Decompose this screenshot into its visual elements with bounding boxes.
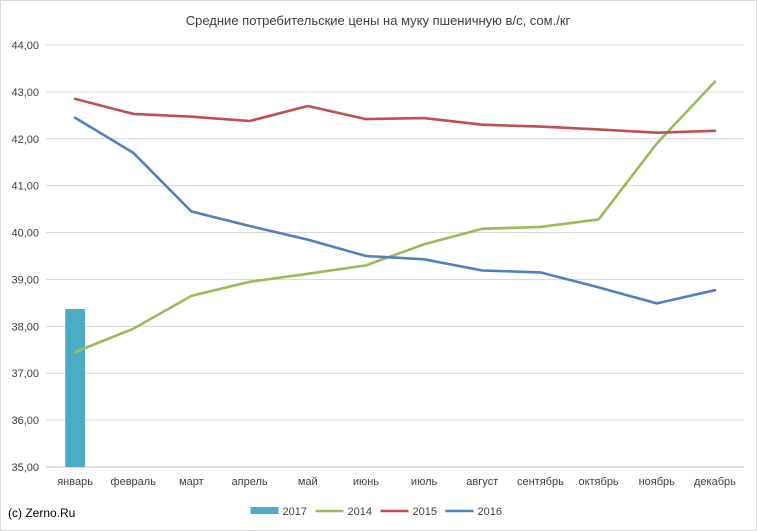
x-tick-label: декабрь	[694, 476, 736, 488]
y-tick-label: 35,00	[11, 462, 39, 474]
x-tick-label: март	[179, 476, 204, 488]
series-line-2014	[73, 80, 717, 354]
y-tick-label: 38,00	[11, 321, 39, 333]
x-tick-label: октябрь	[578, 476, 618, 488]
credit-label: (c) Zerno.Ru	[8, 506, 75, 520]
y-tick-label: 41,00	[11, 181, 39, 193]
line-series-layer	[73, 80, 717, 354]
x-tick-label: ноябрь	[639, 476, 676, 488]
y-tick-label: 39,00	[11, 274, 39, 286]
x-tick-label: апрель	[232, 476, 268, 488]
x-tick-label: август	[466, 476, 498, 488]
x-tick-label: январь	[57, 476, 93, 488]
gridlines	[46, 44, 744, 468]
series-line-2015	[73, 97, 717, 134]
legend-label-2014: 2014	[348, 506, 372, 518]
x-tick-label: июнь	[353, 476, 379, 488]
y-tick-label: 43,00	[11, 87, 39, 99]
x-tick-label: июль	[411, 476, 438, 488]
y-tick-label: 37,00	[11, 368, 39, 380]
y-tick-label: 42,00	[11, 134, 39, 146]
x-axis-ticks: январь февраль март апрель май июнь июль август…	[57, 476, 736, 488]
x-tick-label: февраль	[111, 476, 157, 488]
legend-label-2017: 2017	[283, 506, 307, 518]
legend-label-2016: 2016	[478, 506, 502, 518]
legend-label-2015: 2015	[413, 506, 437, 518]
legend: 2017 2014 2015 2016	[250, 506, 502, 518]
series-line-2016	[73, 116, 717, 305]
x-tick-label: сентябрь	[517, 476, 564, 488]
y-axis-ticks: 35,00 36,00 37,00 38,00 39,00 40,00 41,00 42,00…	[11, 40, 39, 474]
legend-key-2017	[250, 507, 279, 514]
chart-title: Средние потребительские цены на муку пше…	[186, 13, 571, 28]
bar-series-layer	[65, 308, 85, 467]
y-tick-label: 40,00	[11, 228, 39, 240]
x-tick-label: май	[298, 476, 318, 488]
bar-2017	[65, 308, 85, 467]
y-tick-label: 44,00	[11, 40, 39, 52]
y-tick-label: 36,00	[11, 415, 39, 427]
